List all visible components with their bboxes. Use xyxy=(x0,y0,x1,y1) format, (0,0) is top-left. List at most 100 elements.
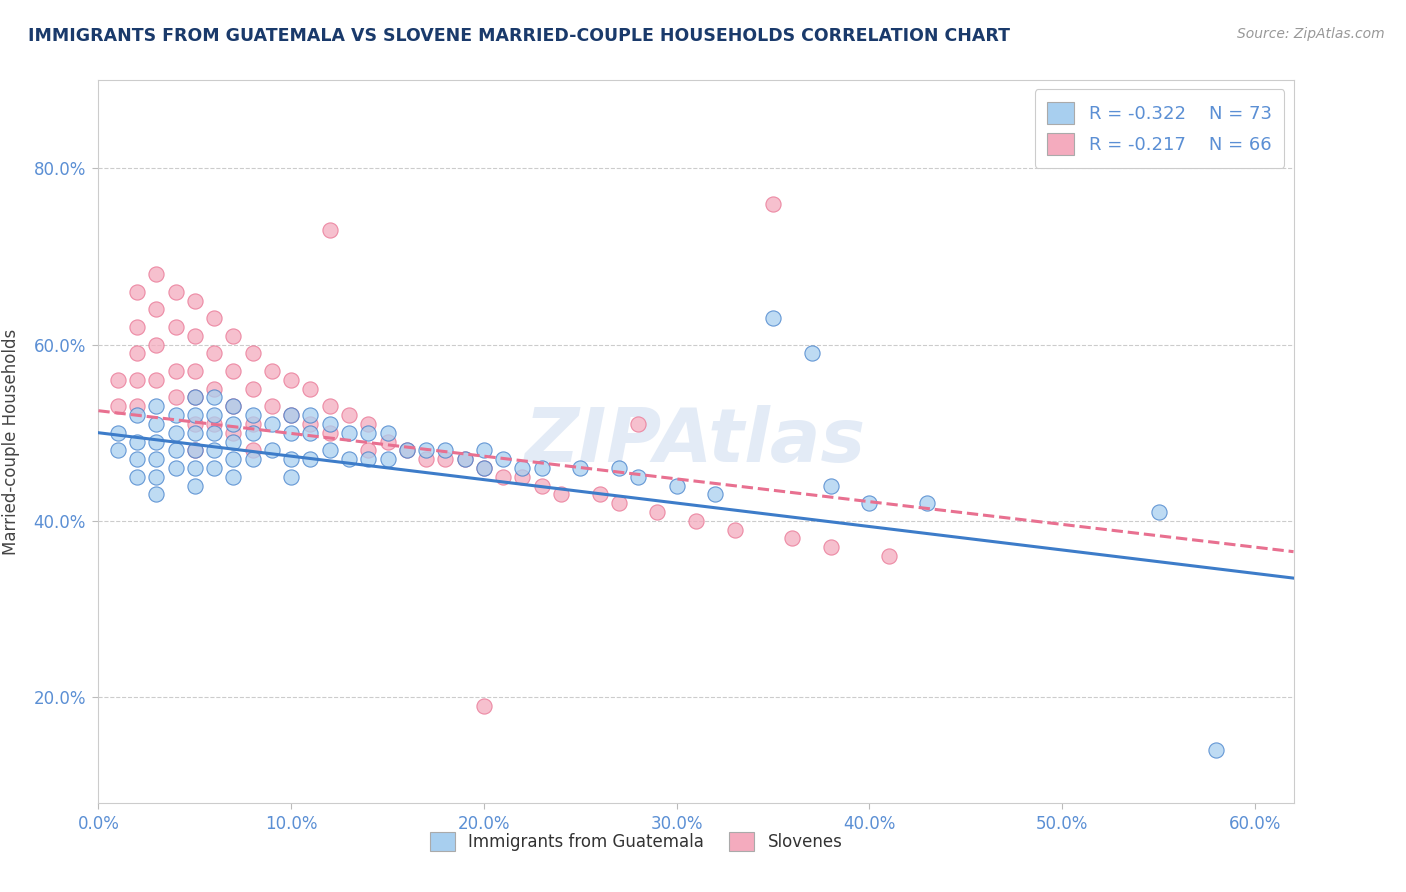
Point xyxy=(184,443,207,458)
Point xyxy=(357,452,380,467)
Point xyxy=(242,452,264,467)
Point xyxy=(299,408,322,422)
Text: Source: ZipAtlas.com: Source: ZipAtlas.com xyxy=(1237,27,1385,41)
Point xyxy=(337,408,360,422)
Point xyxy=(319,223,342,237)
Point xyxy=(472,461,495,475)
Point xyxy=(260,364,283,378)
Point xyxy=(165,461,187,475)
Point xyxy=(607,496,630,510)
Point xyxy=(145,302,167,317)
Point xyxy=(184,364,207,378)
Point xyxy=(202,425,225,440)
Point xyxy=(184,391,207,405)
Point xyxy=(125,373,148,387)
Point xyxy=(125,470,148,484)
Point xyxy=(280,408,302,422)
Point xyxy=(1205,743,1227,757)
Point xyxy=(607,461,630,475)
Point xyxy=(492,452,515,467)
Point xyxy=(145,373,167,387)
Legend: Immigrants from Guatemala, Slovenes: Immigrants from Guatemala, Slovenes xyxy=(422,823,851,860)
Point xyxy=(242,382,264,396)
Point xyxy=(202,417,225,431)
Point xyxy=(184,408,207,422)
Point xyxy=(627,470,650,484)
Point xyxy=(820,541,842,555)
Point xyxy=(280,408,302,422)
Point xyxy=(299,417,322,431)
Point xyxy=(395,443,418,458)
Point xyxy=(665,478,688,492)
Point xyxy=(202,382,225,396)
Point xyxy=(395,443,418,458)
Point xyxy=(145,434,167,449)
Point xyxy=(299,425,322,440)
Point xyxy=(762,196,785,211)
Point xyxy=(202,461,225,475)
Point xyxy=(125,434,148,449)
Point xyxy=(222,470,245,484)
Point xyxy=(242,443,264,458)
Point xyxy=(512,470,534,484)
Point xyxy=(145,452,167,467)
Point xyxy=(125,452,148,467)
Point xyxy=(107,399,129,413)
Point xyxy=(145,417,167,431)
Point xyxy=(319,425,342,440)
Point xyxy=(453,452,475,467)
Point xyxy=(299,452,322,467)
Point xyxy=(202,408,225,422)
Point xyxy=(415,452,437,467)
Point xyxy=(685,514,707,528)
Point xyxy=(165,408,187,422)
Point xyxy=(377,452,399,467)
Point xyxy=(260,443,283,458)
Point xyxy=(242,417,264,431)
Point xyxy=(165,443,187,458)
Point xyxy=(202,346,225,360)
Point xyxy=(107,443,129,458)
Point xyxy=(299,382,322,396)
Text: ZIPAtlas: ZIPAtlas xyxy=(526,405,866,478)
Point xyxy=(762,311,785,326)
Point xyxy=(222,399,245,413)
Point xyxy=(184,478,207,492)
Point xyxy=(357,425,380,440)
Point xyxy=(165,285,187,299)
Point xyxy=(222,425,245,440)
Point xyxy=(242,408,264,422)
Point xyxy=(165,391,187,405)
Point xyxy=(512,461,534,475)
Point xyxy=(184,293,207,308)
Point xyxy=(377,434,399,449)
Point xyxy=(242,346,264,360)
Point xyxy=(165,320,187,334)
Point xyxy=(165,364,187,378)
Point xyxy=(377,425,399,440)
Point xyxy=(145,337,167,351)
Point xyxy=(202,311,225,326)
Point xyxy=(917,496,939,510)
Point xyxy=(820,478,842,492)
Point xyxy=(280,373,302,387)
Text: IMMIGRANTS FROM GUATEMALA VS SLOVENE MARRIED-COUPLE HOUSEHOLDS CORRELATION CHART: IMMIGRANTS FROM GUATEMALA VS SLOVENE MAR… xyxy=(28,27,1010,45)
Point xyxy=(627,417,650,431)
Point xyxy=(319,399,342,413)
Point xyxy=(319,417,342,431)
Point xyxy=(704,487,727,501)
Point xyxy=(723,523,745,537)
Point xyxy=(647,505,669,519)
Point xyxy=(280,425,302,440)
Point xyxy=(550,487,572,501)
Point xyxy=(453,452,475,467)
Point xyxy=(530,461,553,475)
Point xyxy=(222,399,245,413)
Point xyxy=(184,417,207,431)
Point xyxy=(222,417,245,431)
Point xyxy=(125,320,148,334)
Point xyxy=(202,391,225,405)
Point xyxy=(125,408,148,422)
Point xyxy=(125,399,148,413)
Point xyxy=(800,346,823,360)
